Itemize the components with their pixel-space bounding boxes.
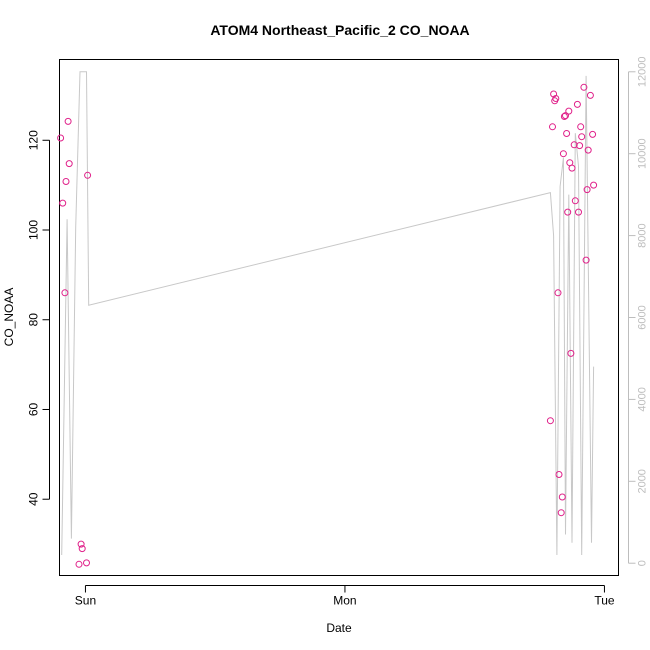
data-point [557, 509, 565, 517]
data-point [554, 289, 562, 297]
data-point [583, 186, 591, 194]
data-point [552, 95, 560, 102]
data-point [586, 91, 594, 99]
right-y-axis: 0 2000 4000 6000 8000 10000 12000 [628, 56, 649, 566]
data-point [584, 146, 592, 154]
y-axis-label: CO_NOAA [2, 288, 16, 347]
data-point [571, 197, 579, 205]
data-point [567, 349, 575, 357]
data-point [573, 100, 581, 108]
left-y-tick-label: 120 [27, 130, 41, 150]
data-point [564, 208, 572, 216]
data-point [59, 199, 67, 207]
data-point [65, 160, 73, 168]
data-point [575, 208, 582, 216]
data-point [577, 123, 585, 131]
data-point [576, 142, 584, 150]
data-point [565, 107, 573, 115]
data-point [580, 83, 588, 91]
data-point [549, 123, 556, 131]
chart-title: ATOM4 Northeast_Pacific_2 CO_NOAA [210, 22, 469, 38]
data-point [61, 289, 69, 297]
point-series-layer [57, 83, 598, 568]
right-y-tick-label: 6000 [637, 305, 649, 329]
data-point [77, 540, 85, 548]
data-point [546, 417, 554, 425]
left-y-axis: 40 60 80 100 120 [27, 130, 50, 506]
data-point [83, 559, 90, 567]
left-y-tick-label: 80 [27, 313, 41, 327]
x-axis-label: Date [326, 621, 352, 635]
data-point [562, 112, 569, 120]
right-y-tick-label: 10000 [637, 138, 649, 169]
data-point [84, 171, 92, 179]
data-point [589, 130, 597, 138]
left-y-tick-label: 60 [27, 402, 41, 416]
data-point [78, 545, 86, 553]
right-y-tick-label: 0 [637, 560, 649, 566]
data-point [559, 150, 567, 158]
data-point [563, 130, 571, 137]
data-point [578, 133, 586, 141]
plot-area-border [59, 59, 619, 576]
x-axis: Sun Mon Tue [75, 585, 615, 608]
data-point [582, 256, 590, 264]
left-y-tick-label: 40 [27, 492, 41, 506]
left-y-tick-label: 100 [27, 220, 41, 240]
x-tick-label: Tue [594, 594, 615, 608]
data-point [62, 178, 70, 185]
data-point [558, 493, 566, 501]
x-tick-label: Sun [75, 594, 96, 608]
data-point [64, 117, 72, 125]
right-y-tick-label: 4000 [637, 387, 649, 411]
right-y-tick-label: 12000 [637, 56, 649, 87]
right-y-tick-label: 8000 [637, 223, 649, 247]
data-point [568, 164, 576, 172]
data-point [590, 181, 598, 189]
data-point [560, 113, 568, 120]
right-y-tick-label: 2000 [637, 469, 649, 493]
data-point [570, 141, 578, 149]
data-point [555, 471, 563, 478]
line-series-layer [61, 71, 595, 556]
x-tick-label: Mon [333, 594, 356, 608]
data-point [57, 134, 65, 142]
data-point [75, 560, 83, 568]
line-series [61, 71, 595, 556]
